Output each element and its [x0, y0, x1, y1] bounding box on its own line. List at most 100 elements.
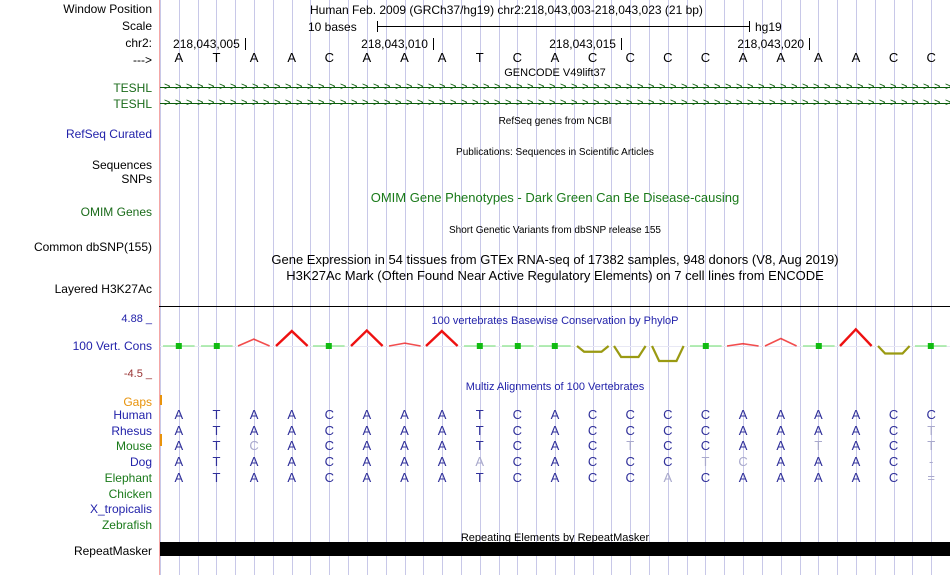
- strand-arrow-icon: >: [769, 97, 776, 109]
- conservation-bar: [425, 329, 459, 347]
- reference-base: A: [362, 50, 372, 65]
- strand-arrow-icon: >: [494, 81, 501, 93]
- species-label-x_tropicalis[interactable]: X_tropicalis: [89, 502, 152, 517]
- alignment-base: A: [249, 422, 259, 438]
- species-label-mouse[interactable]: Mouse: [115, 439, 152, 454]
- alignment-base: A: [400, 422, 409, 438]
- conservation-label[interactable]: 100 Vert. Cons: [72, 339, 152, 353]
- ruler-tick-mark: [245, 38, 247, 50]
- publications-label-sequences[interactable]: Sequences: [91, 158, 152, 172]
- strand-arrow-icon: >: [857, 81, 864, 93]
- strand-arrow-icon: >: [582, 81, 589, 93]
- ruler-tick-label: 218,043,015: [549, 37, 616, 51]
- strand-arrow-icon: >: [560, 81, 567, 93]
- alignment-base: C: [512, 422, 523, 438]
- alignment-base: C: [700, 422, 711, 438]
- alignment-base: A: [776, 469, 786, 485]
- alignment-base: A: [174, 422, 184, 438]
- repeatmasker-bar[interactable]: [160, 542, 950, 556]
- alignment-base: -: [929, 454, 934, 470]
- alignment-base: T: [814, 438, 823, 454]
- strand-arrow-icon: >: [329, 81, 336, 93]
- species-label-dog[interactable]: Dog: [129, 455, 152, 470]
- common-dbsnp-label[interactable]: Common dbSNP(155): [33, 240, 152, 254]
- strand-arrow-icon: >: [516, 81, 523, 93]
- gene-row-teshl-1[interactable]: > > > > > > > > > > > > > > > > > > > > > > > > > > > > > > > > > > > > > > > >…: [160, 82, 950, 93]
- conservation-bar: [689, 343, 722, 349]
- strand-arrow-icon: >: [868, 97, 875, 109]
- strand-arrow-icon: >: [670, 81, 677, 93]
- gene-label-teshl-1[interactable]: TESHL: [113, 81, 152, 95]
- alignment-base: C: [888, 469, 899, 485]
- strand-arrow-icon: >: [208, 81, 215, 93]
- strand-arrow-icon: >: [802, 97, 809, 109]
- conservation-bar: [275, 329, 309, 347]
- strand-arrow-icon: >: [362, 81, 369, 93]
- alignment-base: T: [927, 422, 936, 438]
- chrom-label[interactable]: chr2:: [125, 36, 152, 50]
- species-label-zebrafish[interactable]: Zebrafish: [101, 517, 152, 532]
- strand-arrow-icon: >: [351, 97, 358, 109]
- strand-arrow-icon: >: [912, 81, 919, 93]
- layered-h3k27ac-label[interactable]: Layered H3K27Ac: [54, 282, 152, 296]
- species-label-elephant[interactable]: Elephant: [104, 470, 152, 485]
- strand-arrow-icon: >: [461, 97, 468, 109]
- alignment-base: A: [851, 407, 861, 422]
- alignment-base: C: [700, 438, 711, 454]
- reference-base: T: [475, 50, 484, 65]
- alignment-base: C: [738, 454, 748, 470]
- strand-arrow-icon: >: [219, 81, 226, 93]
- strand-arrow-icon: >: [615, 81, 622, 93]
- refseq-curated-label[interactable]: RefSeq Curated: [65, 127, 152, 141]
- alignment-base: C: [888, 407, 899, 422]
- strand-arrow-icon: >: [670, 97, 677, 109]
- strand-arrow-icon: >: [340, 81, 347, 93]
- strand-arrow-icon: >: [252, 81, 259, 93]
- conservation-bar: [764, 337, 797, 347]
- gaps-label[interactable]: Gaps: [123, 395, 152, 409]
- strand-arrow-icon: >: [802, 81, 809, 93]
- strand-label: --->: [133, 53, 152, 67]
- gene-row-teshl-2[interactable]: > > > > > > > > > > > > > > > > > > > > > > > > > > > > > > > > > > > > > > > >…: [160, 98, 950, 109]
- species-label-human[interactable]: Human: [113, 408, 152, 422]
- alignment-base: T: [475, 469, 484, 485]
- strand-arrow-icon: >: [340, 97, 347, 109]
- reference-base: C: [512, 50, 523, 65]
- strand-arrow-icon: >: [703, 97, 710, 109]
- alignment-base: C: [512, 454, 523, 470]
- species-label-rhesus[interactable]: Rhesus: [111, 423, 152, 438]
- conservation-bar: [313, 343, 346, 349]
- scale-label: Scale: [121, 19, 152, 33]
- omim-title: OMIM Gene Phenotypes - Dark Green Can Be…: [370, 190, 740, 205]
- reference-base: C: [663, 50, 673, 65]
- alignment-base: C: [324, 438, 334, 454]
- alignment-base: C: [663, 407, 673, 422]
- omim-genes-label[interactable]: OMIM Genes: [80, 205, 152, 219]
- gene-label-teshl-2[interactable]: TESHL: [113, 97, 152, 111]
- alignment-base: =: [927, 469, 935, 485]
- alignment-base: T: [212, 407, 221, 422]
- left-boundary-line: [159, 0, 160, 575]
- conservation-plot[interactable]: [160, 312, 950, 374]
- alignment-base: C: [888, 454, 899, 470]
- gencode-title: GENCODE V49lift37: [504, 67, 606, 79]
- species-label-chicken[interactable]: Chicken: [108, 486, 152, 501]
- alignment-base: A: [813, 469, 823, 485]
- alignment-base: A: [475, 454, 485, 470]
- strand-arrow-icon: >: [879, 97, 886, 109]
- strand-arrow-icon: >: [296, 81, 303, 93]
- strand-arrow-icon: >: [747, 97, 754, 109]
- repeatmasker-label[interactable]: RepeatMasker: [73, 544, 152, 558]
- alignment-base: C: [324, 407, 334, 422]
- alignment-base: A: [550, 454, 560, 470]
- alignment-base: A: [738, 469, 748, 485]
- publications-label-snps[interactable]: SNPs: [121, 172, 152, 186]
- strand-arrow-icon: >: [428, 97, 435, 109]
- alignment-base: A: [550, 422, 560, 438]
- strand-arrow-icon: >: [769, 81, 776, 93]
- alignment-base: C: [625, 454, 635, 470]
- multiz-title: Multiz Alignments of 100 Vertebrates: [465, 381, 645, 393]
- alignment-base: A: [738, 407, 748, 422]
- strand-arrow-icon: >: [417, 81, 424, 93]
